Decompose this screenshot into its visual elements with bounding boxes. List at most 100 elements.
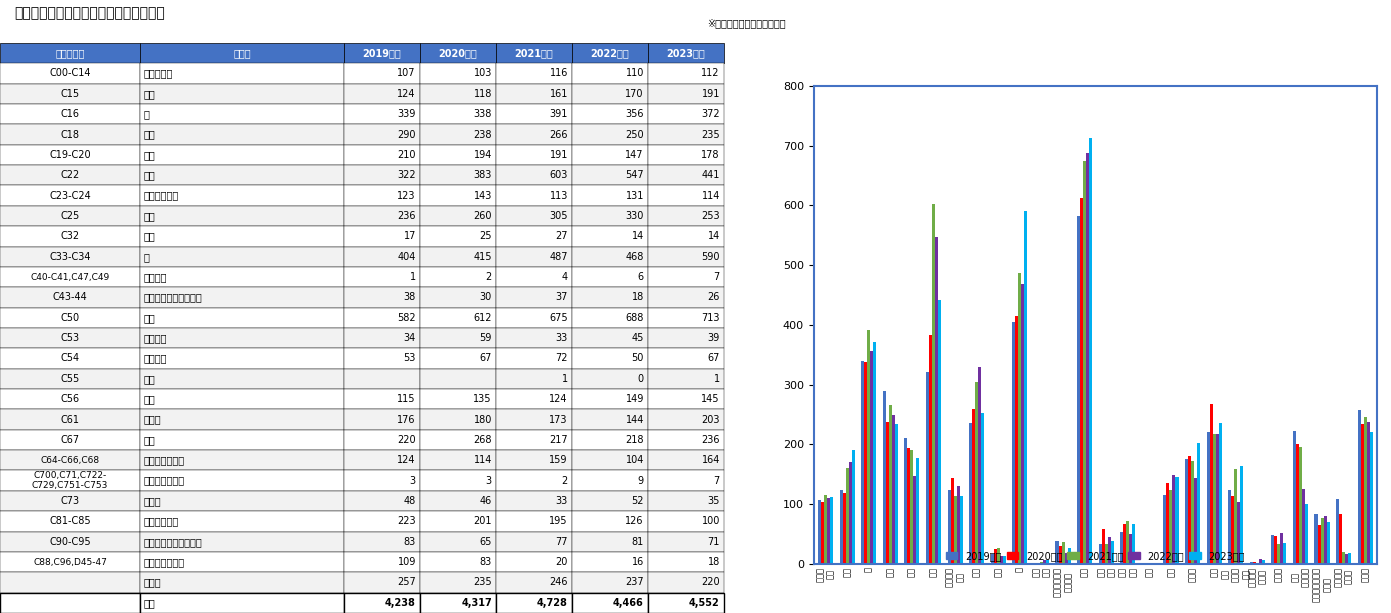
Bar bbox=[828, 498, 830, 564]
Text: 67: 67 bbox=[480, 354, 492, 364]
Text: 3: 3 bbox=[410, 476, 416, 485]
Text: 81: 81 bbox=[632, 537, 644, 547]
Bar bbox=[572, 328, 648, 348]
Text: 77: 77 bbox=[555, 537, 568, 547]
Bar bbox=[823, 495, 828, 564]
Text: 164: 164 bbox=[701, 455, 721, 465]
Bar bbox=[495, 430, 572, 450]
Text: 30: 30 bbox=[480, 292, 492, 302]
Bar bbox=[818, 500, 821, 564]
Text: 27: 27 bbox=[555, 231, 568, 242]
Bar bbox=[1046, 560, 1049, 564]
Bar bbox=[420, 104, 495, 124]
Bar bbox=[140, 511, 344, 531]
Text: 161: 161 bbox=[549, 89, 568, 99]
Bar bbox=[0, 531, 140, 552]
Text: C25: C25 bbox=[60, 211, 79, 221]
Bar bbox=[1317, 525, 1320, 564]
Bar bbox=[0, 83, 140, 104]
Text: C55: C55 bbox=[60, 374, 79, 384]
Text: C67: C67 bbox=[60, 435, 79, 445]
Bar bbox=[648, 185, 723, 206]
Bar bbox=[1256, 563, 1259, 564]
Text: 口腔・咽頭: 口腔・咽頭 bbox=[145, 69, 174, 78]
Text: 39: 39 bbox=[708, 333, 721, 343]
Bar bbox=[344, 124, 420, 145]
Bar bbox=[0, 593, 140, 613]
Text: 67: 67 bbox=[708, 354, 721, 364]
Bar bbox=[344, 185, 420, 206]
Bar bbox=[1059, 546, 1061, 564]
Text: 223: 223 bbox=[398, 516, 416, 527]
Text: C16: C16 bbox=[60, 109, 79, 119]
Text: 2: 2 bbox=[562, 476, 568, 485]
Bar bbox=[0, 206, 140, 226]
Bar bbox=[1280, 533, 1284, 564]
Bar bbox=[344, 409, 420, 430]
Text: 415: 415 bbox=[473, 252, 492, 262]
Text: 83: 83 bbox=[403, 537, 416, 547]
Bar bbox=[344, 43, 420, 63]
Bar bbox=[140, 409, 344, 430]
Text: 118: 118 bbox=[473, 89, 492, 99]
Bar bbox=[0, 450, 140, 471]
Text: 4,466: 4,466 bbox=[613, 598, 644, 608]
Text: 290: 290 bbox=[398, 129, 416, 140]
Bar bbox=[344, 83, 420, 104]
Bar bbox=[495, 145, 572, 165]
Bar bbox=[648, 593, 723, 613]
Bar bbox=[495, 287, 572, 308]
Bar bbox=[140, 430, 344, 450]
Bar bbox=[1185, 459, 1188, 564]
Text: 173: 173 bbox=[549, 414, 568, 425]
Bar bbox=[495, 165, 572, 185]
Bar bbox=[495, 491, 572, 511]
Text: C32: C32 bbox=[60, 231, 79, 242]
Bar bbox=[648, 552, 723, 573]
Bar bbox=[344, 593, 420, 613]
Text: C64-C66,C68: C64-C66,C68 bbox=[40, 456, 100, 465]
Bar bbox=[1127, 521, 1129, 564]
Text: 2022年度: 2022年度 bbox=[591, 48, 629, 58]
Text: C23-C24: C23-C24 bbox=[49, 191, 90, 200]
Text: 257: 257 bbox=[398, 577, 416, 587]
Text: 356: 356 bbox=[626, 109, 644, 119]
Bar bbox=[140, 206, 344, 226]
Bar bbox=[871, 351, 874, 564]
Text: 分類コード: 分類コード bbox=[56, 48, 85, 58]
Text: 176: 176 bbox=[398, 414, 416, 425]
Bar bbox=[0, 124, 140, 145]
Bar bbox=[0, 430, 140, 450]
Bar bbox=[1003, 555, 1006, 564]
Text: 結腸: 結腸 bbox=[145, 129, 156, 140]
Bar bbox=[1167, 483, 1170, 564]
Bar bbox=[420, 43, 495, 63]
Bar bbox=[420, 145, 495, 165]
Bar bbox=[1188, 456, 1191, 564]
Bar bbox=[911, 450, 914, 564]
Text: 603: 603 bbox=[549, 170, 568, 180]
Bar bbox=[1013, 322, 1015, 564]
Text: 250: 250 bbox=[625, 129, 644, 140]
Text: 104: 104 bbox=[626, 455, 644, 465]
Bar bbox=[1360, 424, 1363, 564]
Text: 1: 1 bbox=[410, 272, 416, 282]
Bar bbox=[420, 511, 495, 531]
Text: 114: 114 bbox=[473, 455, 492, 465]
Bar bbox=[572, 267, 648, 287]
Bar bbox=[140, 368, 344, 389]
Text: 6: 6 bbox=[637, 272, 644, 282]
Text: 210: 210 bbox=[398, 150, 416, 160]
Bar bbox=[572, 124, 648, 145]
Text: 135: 135 bbox=[473, 394, 492, 404]
Bar bbox=[929, 335, 932, 564]
Text: C18: C18 bbox=[60, 129, 79, 140]
Bar bbox=[1228, 490, 1231, 564]
Bar bbox=[0, 348, 140, 368]
Text: 子宮頸部: 子宮頸部 bbox=[145, 333, 167, 343]
Text: 372: 372 bbox=[701, 109, 721, 119]
Bar bbox=[950, 479, 954, 564]
Bar bbox=[914, 476, 917, 564]
Bar bbox=[420, 471, 495, 491]
Bar bbox=[420, 531, 495, 552]
